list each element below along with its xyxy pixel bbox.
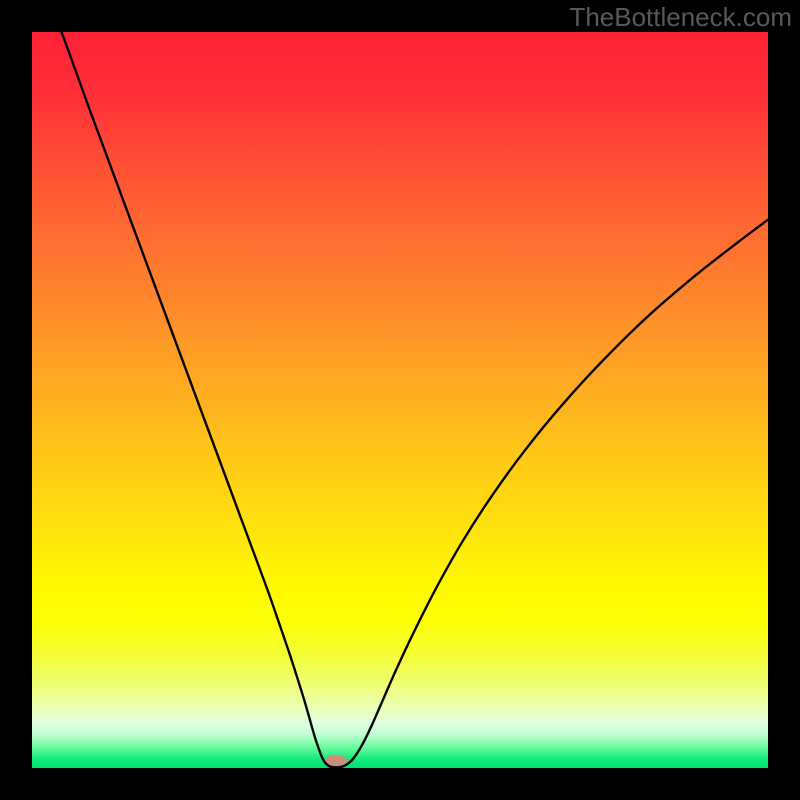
plot-area	[32, 32, 768, 768]
chart-svg	[32, 32, 768, 768]
gradient-background	[32, 32, 768, 768]
watermark-label: TheBottleneck.com	[569, 2, 792, 33]
